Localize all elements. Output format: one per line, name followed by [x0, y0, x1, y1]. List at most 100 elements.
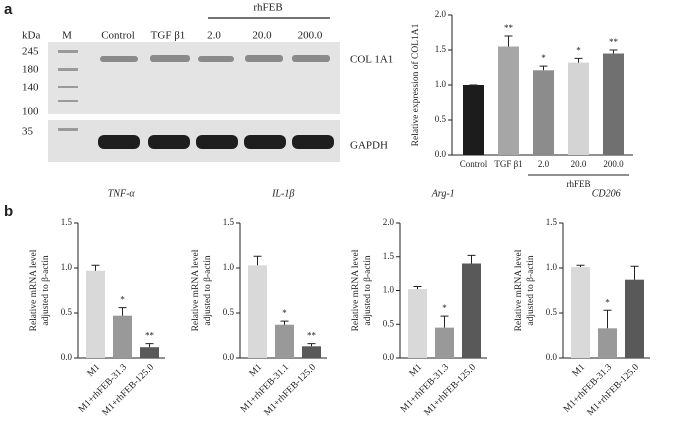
error-bar — [609, 49, 618, 54]
error-bar — [307, 343, 316, 347]
annotation: ** — [145, 331, 155, 341]
y-axis-label: adjusted to β-actin — [41, 255, 51, 326]
annotation: ** — [307, 331, 317, 341]
marker-label: 180 — [22, 64, 39, 76]
x-tick-label: M1 — [571, 362, 588, 379]
x-tick-label: M1+rhFEB-31.3 — [562, 362, 614, 414]
annotation: * — [282, 308, 287, 318]
y-tick-label: 0.5 — [223, 307, 235, 317]
bar — [463, 85, 484, 155]
bar — [598, 328, 617, 358]
y-tick-label: 0.0 — [223, 352, 235, 362]
y-axis-label: Relative mRNA level — [191, 249, 201, 331]
bar — [113, 315, 132, 358]
bar — [533, 70, 554, 155]
y-tick-label: 0.5 — [546, 307, 558, 317]
y-tick-label: 1.5 — [435, 44, 447, 54]
annotation: * — [605, 297, 610, 307]
error-bar — [630, 265, 639, 280]
x-tick-label: Control — [460, 159, 488, 169]
bar — [408, 289, 427, 358]
x-tick-label: M1 — [408, 362, 425, 379]
y-tick-label: 0.0 — [383, 352, 395, 362]
bar — [498, 46, 519, 155]
annotation: * — [541, 53, 546, 63]
lane-group-label: rhFEB — [253, 2, 282, 14]
marker-label: 35 — [22, 126, 34, 138]
annotation: * — [442, 303, 447, 313]
y-tick-label: 1.5 — [546, 217, 558, 227]
marker-ladder — [58, 50, 78, 131]
x-tick-label: M1+rhFEB-31.3 — [77, 362, 129, 414]
x-tick-label: M1+rhFEB-125.0 — [423, 362, 479, 418]
error-bar — [91, 264, 100, 271]
chart-title: TNF-α — [108, 188, 136, 199]
bar — [603, 53, 624, 155]
lane-label: 20.0 — [252, 30, 272, 42]
error-bar — [539, 65, 548, 71]
group-label: rhFEB — [566, 179, 590, 189]
bar — [571, 267, 590, 358]
chart-title: IL-1β — [271, 188, 294, 199]
band-label: COL 1A1 — [350, 54, 393, 66]
error-bar — [504, 35, 513, 47]
gapdh-bands — [98, 135, 334, 149]
x-tick-label: 20.0 — [571, 159, 587, 169]
x-tick-label: M1+rhFEB-125.0 — [586, 362, 642, 418]
x-tick-label: M1 — [86, 362, 103, 379]
bar — [568, 62, 589, 155]
lane-label: M — [62, 30, 72, 42]
panel-label: a — [4, 1, 13, 18]
marker-label: 100 — [22, 106, 39, 118]
y-tick-label: 0.5 — [61, 307, 73, 317]
error-bar — [440, 315, 449, 328]
y-axis-label: Relative mRNA level — [514, 249, 524, 331]
y-tick-label: 1.5 — [383, 251, 395, 261]
y-tick-label: 1.0 — [61, 262, 73, 272]
y-tick-label: 2.0 — [383, 217, 395, 227]
error-bar — [118, 307, 127, 316]
chart-title: CD206 — [592, 188, 621, 199]
lane-label: 200.0 — [298, 30, 323, 42]
lane-label: 2.0 — [207, 30, 221, 42]
x-tick-label: M1+rhFEB-125.0 — [101, 362, 157, 418]
y-tick-label: 0.0 — [61, 352, 73, 362]
error-bar — [145, 343, 154, 348]
bar — [435, 327, 454, 358]
y-axis-label: adjusted to β-actin — [526, 255, 536, 326]
y-axis-label: Relative expression of COL1A1 — [410, 23, 421, 146]
y-tick-label: 1.0 — [546, 262, 558, 272]
units-label: kDa — [22, 30, 40, 42]
band-label: GAPDH — [350, 140, 388, 152]
y-tick-label: 1.5 — [61, 217, 73, 227]
y-tick-label: 1.0 — [223, 262, 235, 272]
y-tick-label: 0.5 — [383, 318, 395, 328]
y-tick-label: 0.5 — [435, 114, 447, 124]
bar — [462, 263, 481, 358]
annotation: ** — [504, 23, 514, 33]
y-tick-label: 0.0 — [435, 149, 447, 159]
error-bar — [467, 254, 476, 264]
y-tick-label: 0.0 — [546, 352, 558, 362]
marker-label: 245 — [22, 46, 39, 58]
bar — [625, 279, 644, 358]
error-bar — [280, 320, 289, 325]
y-axis-label: adjusted to β-actin — [203, 255, 213, 326]
chart-title: Arg-1 — [431, 188, 455, 199]
y-tick-label: 1.0 — [435, 79, 447, 89]
bar — [140, 347, 159, 358]
marker-label: 140 — [22, 82, 39, 94]
lane-label: Control — [101, 30, 135, 42]
annotation: ** — [609, 37, 619, 47]
x-tick-label: M1+rhFEB-31.3 — [399, 362, 451, 414]
y-tick-label: 1.0 — [383, 285, 395, 295]
x-tick-label: M1+rhFEB-125.0 — [263, 362, 319, 418]
error-bar — [253, 255, 262, 266]
blot-image — [48, 120, 340, 162]
y-axis-label: adjusted to β-actin — [363, 255, 373, 326]
error-bar — [576, 264, 585, 268]
error-bar — [574, 57, 583, 63]
x-tick-label: 200.0 — [603, 159, 624, 169]
x-tick-label: M1 — [248, 362, 265, 379]
